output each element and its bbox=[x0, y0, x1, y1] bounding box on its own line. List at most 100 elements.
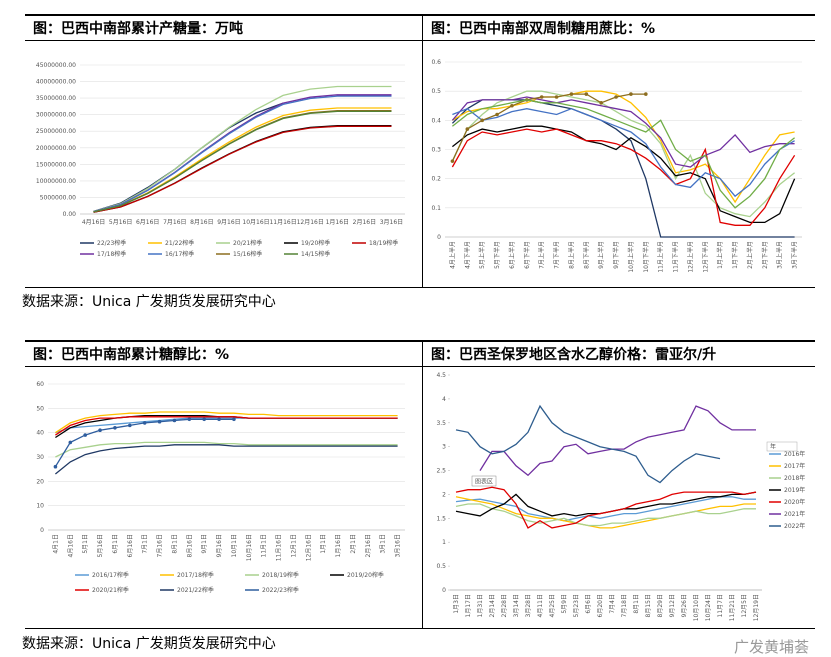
x-tick-label: 6月1日 bbox=[112, 534, 119, 554]
y-tick-label: 4 bbox=[442, 396, 446, 403]
x-tick-label: 10月10日 bbox=[693, 594, 700, 621]
x-tick-label: 10月上半月 bbox=[627, 241, 635, 273]
tooltip-box bbox=[471, 475, 497, 487]
point bbox=[53, 464, 58, 469]
panel-title: 图：巴西中南部双周制糖用蔗比：% bbox=[423, 14, 815, 41]
x-tick-label: 10月24日 bbox=[705, 594, 712, 621]
x-tick-label: 11月7日 bbox=[717, 594, 724, 617]
x-tick-label: 8月上半月 bbox=[567, 241, 575, 269]
point bbox=[480, 118, 484, 123]
x-tick-label: 7月上半月 bbox=[538, 241, 546, 269]
chart: 0 0.5 1 1.5 2 2.5 3 3.5 4 4.5 1月3日 1月17日 1月31日 2月14日 2… bbox=[436, 372, 805, 621]
legend-label: 2019年 bbox=[784, 486, 805, 494]
x-tick-label: 4月1日 bbox=[52, 534, 59, 554]
legend-label: 2016年 bbox=[784, 450, 805, 458]
point bbox=[539, 95, 544, 99]
x-tick-label: 3月上半月 bbox=[776, 241, 784, 269]
y-tick-label: 0.5 bbox=[436, 563, 446, 570]
y-tick-label: 0.6 bbox=[431, 59, 441, 66]
x-tick-label: 5月下半月 bbox=[493, 241, 501, 269]
y-tick-label: 40 bbox=[36, 430, 44, 437]
y-tick-label: 20000000.00 bbox=[36, 145, 76, 152]
y-tick-label: 30 bbox=[36, 454, 44, 461]
series-line bbox=[451, 125, 796, 224]
x-tick-label: 8月16日 bbox=[186, 534, 193, 557]
panel-title: 图：巴西中南部累计糖醇比：% bbox=[25, 340, 422, 367]
watermark: 广发黄埔荟 bbox=[733, 638, 809, 656]
chart: 0 0.1 0.2 0.3 0.4 0.5 0.6 4月上半月 4月下半月 5月上半月 5月下半月 6… bbox=[431, 59, 802, 273]
point bbox=[187, 417, 192, 422]
x-tick-label: 1月上半月 bbox=[716, 241, 724, 269]
legend-label: 14/15榨季 bbox=[301, 250, 330, 258]
legend-label: 2019/20榨季 bbox=[347, 571, 384, 579]
x-tick-label: 12月1日 bbox=[290, 534, 297, 557]
x-tick-label: 6月20日 bbox=[597, 594, 604, 617]
y-tick-label: 20 bbox=[36, 478, 44, 485]
series-line bbox=[55, 441, 398, 458]
series-line bbox=[455, 496, 756, 529]
x-tick-label: 4月16日 bbox=[82, 219, 105, 226]
series-line bbox=[451, 96, 795, 168]
y-tick-label: 0.3 bbox=[431, 147, 441, 154]
x-tick-label: 5月1日 bbox=[82, 534, 89, 554]
legend-label: 2022/23榨季 bbox=[262, 586, 299, 594]
panel-frame bbox=[25, 368, 815, 629]
legend-label: 2016/17榨季 bbox=[92, 571, 129, 579]
source-note: 数据来源：Unica 广发期货发展研究中心 bbox=[22, 636, 276, 652]
series-line bbox=[93, 124, 392, 213]
y-tick-label: 45000000.00 bbox=[36, 62, 76, 69]
x-tick-label: 4月上半月 bbox=[448, 241, 456, 269]
x-tick-label: 11月16日 bbox=[269, 219, 296, 226]
x-tick-label: 1月3日 bbox=[453, 594, 460, 614]
legend-label: 2020/21榨季 bbox=[92, 586, 129, 594]
y-tick-label: 5000000.00 bbox=[40, 194, 76, 201]
series-line bbox=[455, 404, 721, 484]
legend-label: 2021/22榨季 bbox=[177, 586, 214, 594]
legend-label: 2022年 bbox=[784, 522, 805, 530]
x-tick-label: 1月16日 bbox=[326, 219, 349, 226]
panel-title: 图：巴西圣保罗地区含水乙醇价格：雷亚尔/升 bbox=[423, 340, 815, 367]
x-tick-label: 9月16日 bbox=[216, 534, 223, 557]
point bbox=[644, 92, 648, 96]
point bbox=[629, 92, 633, 96]
x-tick-label: 3月14日 bbox=[513, 594, 520, 617]
x-tick-label: 2月16日 bbox=[365, 534, 372, 557]
x-tick-label: 1月31日 bbox=[477, 594, 484, 617]
y-tick-label: 25000000.00 bbox=[36, 128, 76, 135]
series-line bbox=[54, 444, 398, 475]
x-tick-label: 7月16日 bbox=[157, 534, 164, 557]
y-tick-label: 0.5 bbox=[431, 88, 441, 95]
y-tick-label: 0.00 bbox=[63, 211, 77, 218]
x-tick-label: 1月下半月 bbox=[731, 241, 739, 269]
legend-label: 2018/19榨季 bbox=[262, 571, 299, 579]
point bbox=[584, 92, 589, 96]
y-tick-label: 60 bbox=[36, 381, 44, 388]
x-tick-label: 8月1日 bbox=[171, 534, 178, 554]
chart: 0.00 5000000.00 10000000.00 15000000.00 2000… bbox=[36, 62, 405, 258]
x-tick-label: 7月下半月 bbox=[553, 241, 561, 269]
x-tick-label: 5月9日 bbox=[561, 594, 568, 614]
legend-header bbox=[766, 441, 798, 452]
y-tick-label: 0 bbox=[40, 527, 44, 534]
x-tick-label: 2月14日 bbox=[489, 594, 496, 617]
x-tick-label: 3月16日 bbox=[380, 219, 403, 226]
chart: 0 10 20 30 40 50 60 4月1日 4月16日 5月1日 5月16日 6月1日 6月16日… bbox=[36, 381, 405, 594]
x-tick-label: 1月17日 bbox=[465, 594, 472, 617]
x-tick-label: 9月下半月 bbox=[612, 241, 620, 269]
tooltip-text: 图表区 bbox=[475, 478, 493, 486]
series-line bbox=[55, 411, 398, 434]
x-tick-label: 2月16日 bbox=[353, 219, 376, 226]
point bbox=[232, 417, 236, 422]
x-tick-label: 2月上半月 bbox=[746, 241, 754, 269]
x-tick-label: 5月上半月 bbox=[478, 241, 486, 269]
series-line bbox=[455, 496, 756, 522]
point bbox=[172, 418, 177, 423]
x-tick-label: 11月21日 bbox=[729, 594, 736, 621]
x-tick-label: 10月1日 bbox=[231, 534, 238, 557]
series-line bbox=[451, 90, 796, 218]
y-tick-label: 1 bbox=[442, 539, 446, 546]
y-tick-label: 0.4 bbox=[431, 117, 441, 124]
point bbox=[554, 95, 559, 99]
x-tick-label: 3月28日 bbox=[525, 594, 532, 617]
legend-label: 15/16榨季 bbox=[233, 250, 262, 258]
